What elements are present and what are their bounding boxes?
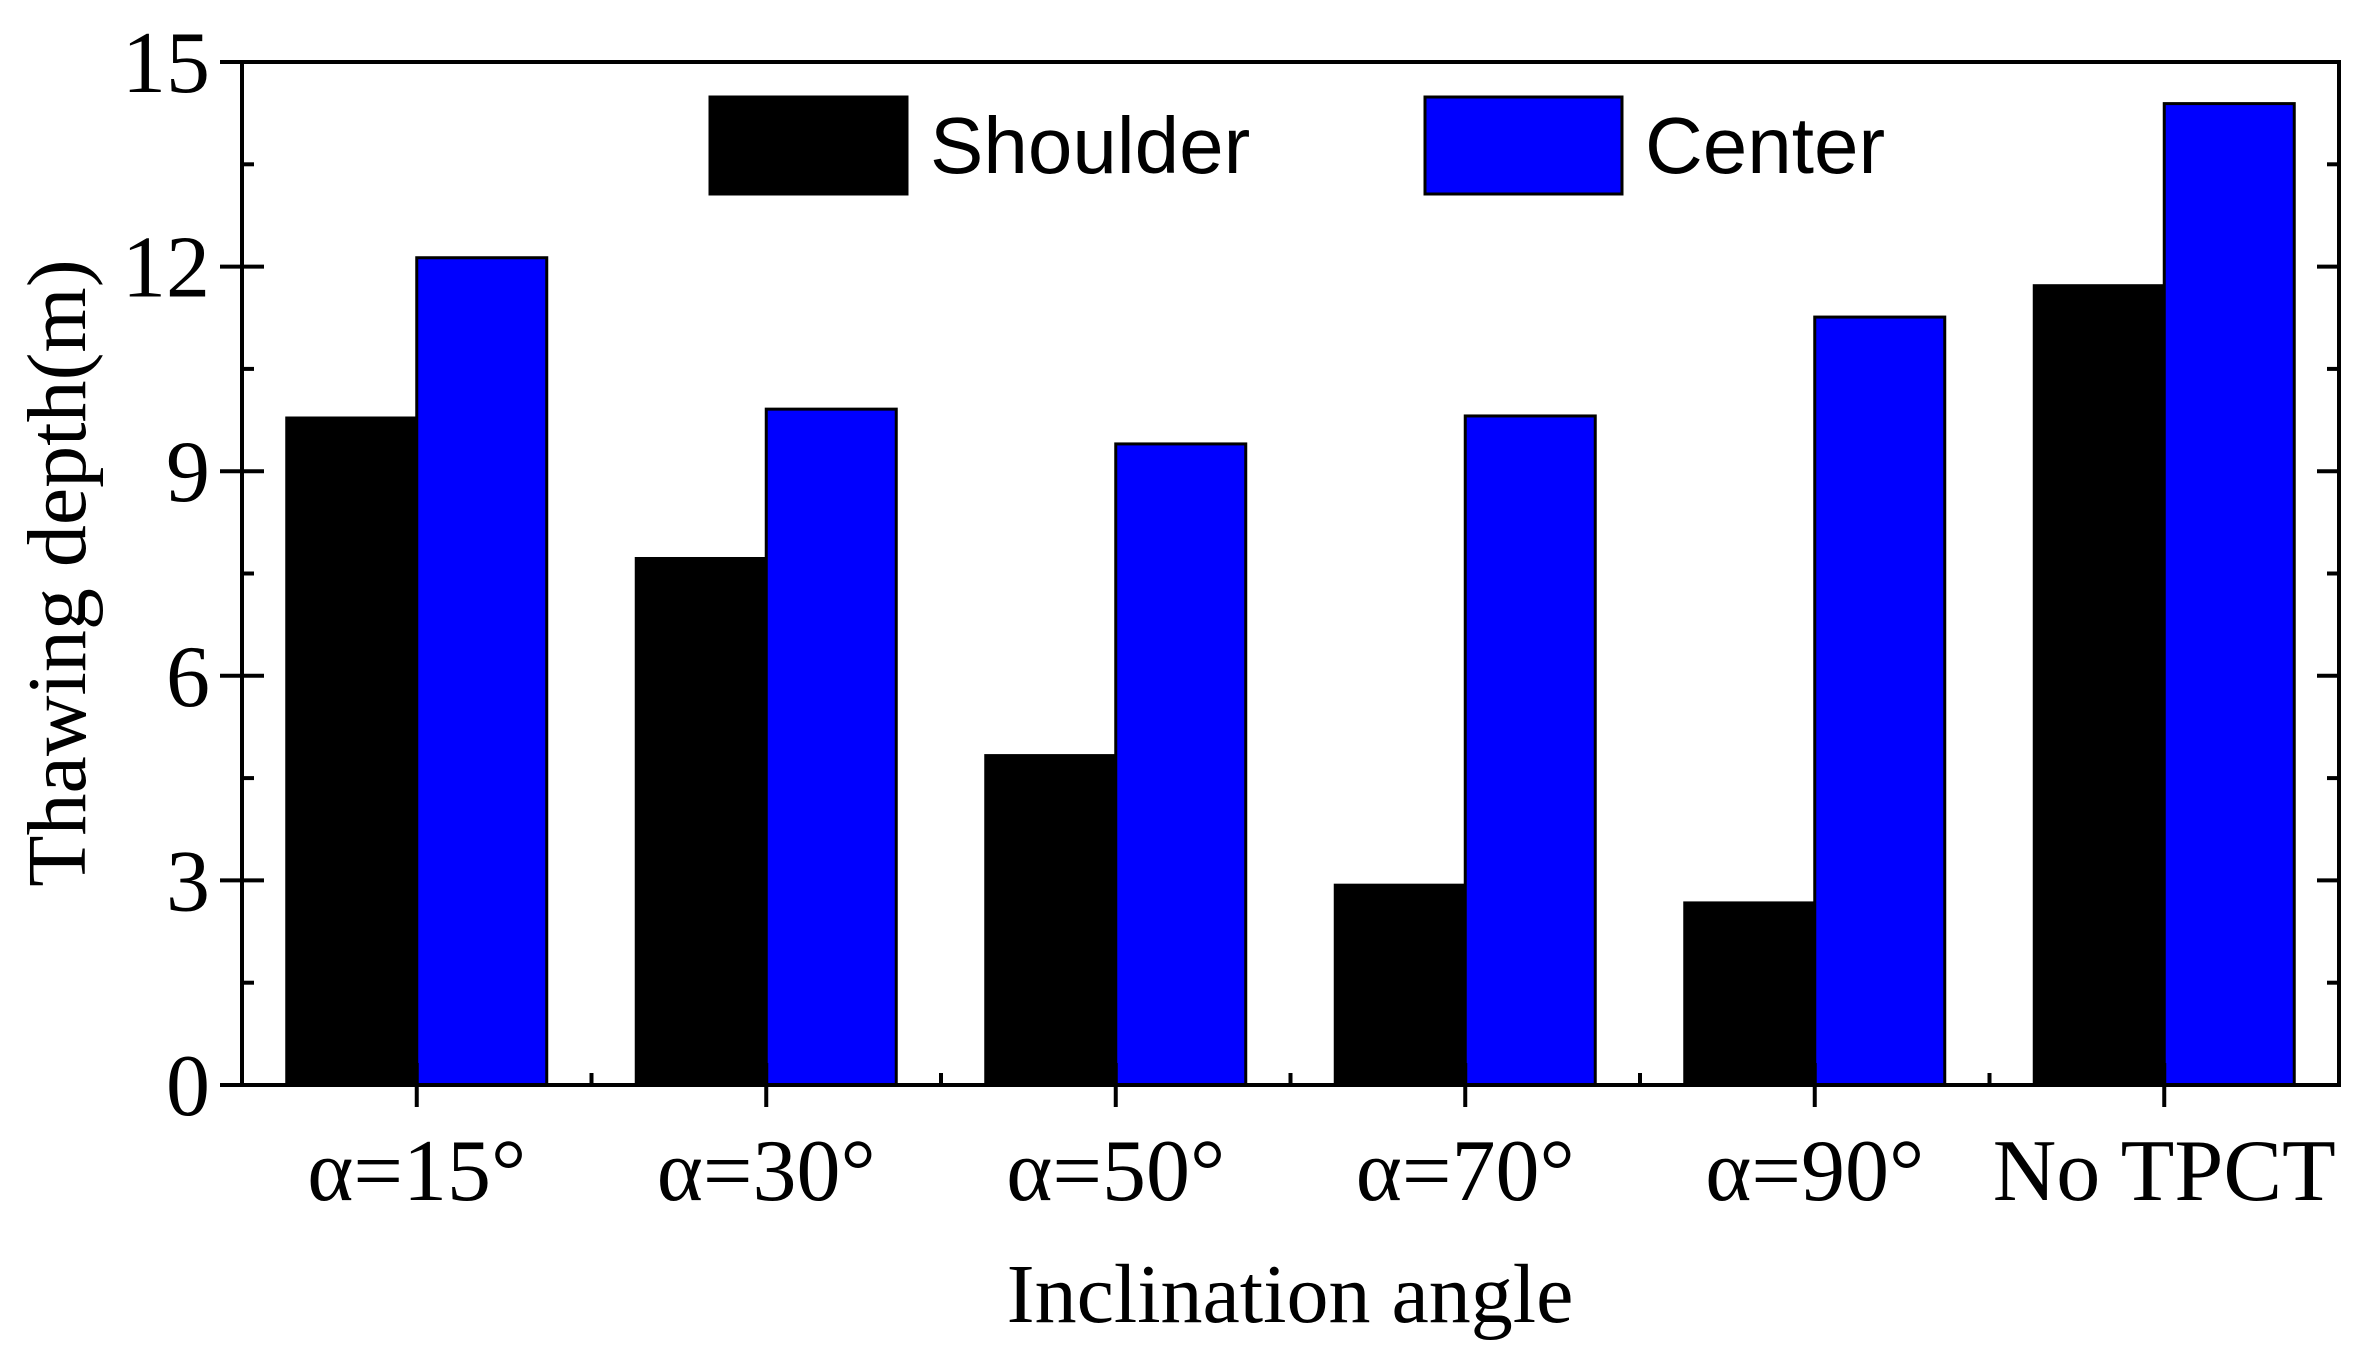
legend: Shoulder Center [708,95,1885,196]
x-tick-label: α=15° [307,1123,526,1220]
y-tick-label: 12 [122,220,210,317]
y-axis-title: Thawing depth(m) [11,259,104,887]
x-tick-label: α=90° [1705,1123,1924,1220]
x-tick-label: α=30° [657,1123,876,1220]
bar-shoulder-6 [2032,284,2166,1087]
bar-center-6 [2162,102,2296,1087]
bar-shoulder-5 [1683,901,1817,1087]
legend-label-shoulder: Shoulder [930,101,1250,190]
legend-swatch-shoulder [708,95,909,196]
bar-center-4 [1463,414,1597,1087]
x-tick-label: α=50° [1006,1123,1225,1220]
x-axis-title: Inclination angle [1007,1248,1574,1341]
bar-shoulder-3 [984,754,1118,1087]
y-tick-label: 6 [166,629,210,726]
y-tick-label: 9 [166,424,210,521]
y-tick-label: 3 [166,833,210,930]
ticks-layer: α=15° α=30° α=50° α=70° α=90° No TPCT 0 3 6 9 12 15 [122,15,2341,1220]
y-tick-label: 0 [166,1038,210,1135]
x-tick-label: α=70° [1356,1123,1575,1220]
bars-layer [285,102,2296,1087]
bar-center-1 [415,256,549,1087]
plot-frame [240,60,2341,1087]
legend-label-center: Center [1645,101,1885,190]
bar-shoulder-1 [285,416,419,1087]
legend-swatch-center [1423,95,1624,196]
y-tick-label: 15 [122,15,210,112]
bar-center-3 [1114,442,1248,1087]
bar-center-2 [764,407,898,1087]
bar-center-5 [1813,315,1947,1087]
bar-shoulder-4 [1333,883,1467,1087]
x-tick-label: No TPCT [1993,1123,2336,1220]
bar-shoulder-2 [634,556,768,1087]
